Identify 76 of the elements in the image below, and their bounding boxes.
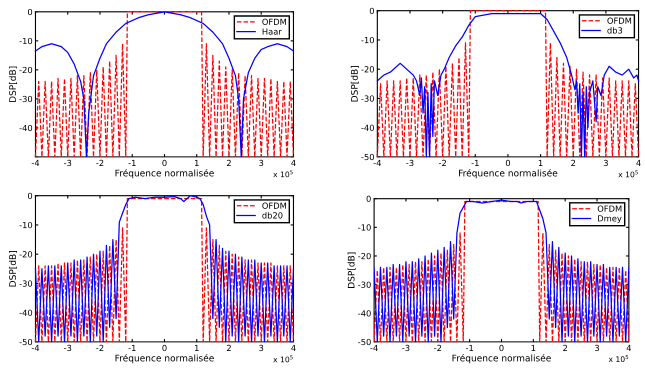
legend-label: OFDM xyxy=(598,206,622,212)
x-tick-label: 0 xyxy=(162,344,167,352)
x-tick-label: -2 xyxy=(96,160,104,166)
legend-label: db20 xyxy=(262,212,282,219)
legend-label: Dmey xyxy=(598,215,622,224)
x-tick-label: 3 xyxy=(259,160,264,166)
y-axis-title: DSP[dB] xyxy=(8,251,18,286)
x-tick-label: -1 xyxy=(128,160,136,166)
x-tick-label: -4 xyxy=(32,160,40,166)
y-tick-label: 0 xyxy=(28,192,32,200)
y-tick-label: -10 xyxy=(19,38,32,44)
legend-label: OFDM xyxy=(607,18,632,24)
x-axis-title: Fréquence normalisée xyxy=(452,354,551,364)
y-tick-label: -50 xyxy=(358,338,371,346)
y-tick-label: 0 xyxy=(366,196,371,202)
y-tick-label: -30 xyxy=(361,95,374,102)
x-tick-label: -2 xyxy=(434,344,442,351)
y-axis-title: DSP[dB] xyxy=(8,66,18,102)
x-tick-label: -3 xyxy=(64,344,72,352)
x-tick-label: 2 xyxy=(226,160,231,166)
x-tick-label: -2 xyxy=(438,160,446,166)
x-tick-label: 0 xyxy=(506,160,510,166)
x-tick-label: -3 xyxy=(402,344,410,352)
y-tick-label: -50 xyxy=(361,154,374,160)
y-tick-label: -10 xyxy=(361,36,374,44)
x-tick-label: 4 xyxy=(636,160,641,166)
x-tick-label: -2 xyxy=(96,344,104,351)
x-tick-label: -4 xyxy=(32,344,40,351)
x-tick-label: 1 xyxy=(194,344,199,351)
x-tick-label: 3 xyxy=(259,344,264,352)
x-tick-label: 2 xyxy=(571,160,576,166)
y-tick-label: -40 xyxy=(361,124,374,131)
y-tick-label: -40 xyxy=(19,310,32,316)
x-tick-label: 1 xyxy=(194,160,199,166)
x-tick-label: 3 xyxy=(604,160,608,166)
x-tick-label: 4 xyxy=(291,344,296,351)
x-axis-title: Fréquence normalisée xyxy=(116,354,214,364)
x-axis-title: Fréquence normalisée xyxy=(116,169,214,178)
y-axis-title: DSP[dB] xyxy=(350,66,359,102)
x-tick-label: -1 xyxy=(466,344,474,351)
x-tick-label: 4 xyxy=(291,160,296,166)
x-tick-label: -1 xyxy=(128,344,136,351)
y-tick-label: -20 xyxy=(19,66,32,74)
x-axis-title: Fréquence normalisée xyxy=(458,169,558,178)
x-tick-label: 0 xyxy=(499,344,504,352)
x-tick-label: 3 xyxy=(595,344,600,352)
y-tick-label: -10 xyxy=(358,224,371,231)
y-tick-label: -40 xyxy=(19,124,32,132)
x-tick-label: 1 xyxy=(538,160,542,166)
legend-label: Haar xyxy=(262,28,282,35)
y-tick-label: -20 xyxy=(361,66,374,72)
y-tick-label: -30 xyxy=(19,280,32,287)
x-tick-label: 0 xyxy=(162,160,167,166)
line-series xyxy=(34,11,294,158)
y-tick-label: -40 xyxy=(358,310,371,317)
y-tick-label: 0 xyxy=(370,8,374,14)
y-tick-label: -30 xyxy=(19,96,32,102)
x-tick-label: 1 xyxy=(532,344,536,351)
x-tick-label: -3 xyxy=(406,160,414,166)
x-tick-label: -4 xyxy=(374,160,382,166)
x-tick-label: 2 xyxy=(226,344,231,351)
y-tick-label: -20 xyxy=(358,252,371,260)
x-tick-label: 2 xyxy=(563,344,567,351)
y-tick-label: -20 xyxy=(19,251,32,258)
legend-label: db3 xyxy=(607,27,622,34)
x-tick-label: -3 xyxy=(64,160,72,166)
y-tick-label: -10 xyxy=(19,222,32,228)
legend-label: OFDM xyxy=(262,18,286,25)
y-tick-label: -30 xyxy=(358,282,371,288)
x-tick-label: -1 xyxy=(472,160,479,166)
x-tick-label: 4 xyxy=(626,344,632,351)
y-axis-title: DSP[dB] xyxy=(348,252,356,288)
legend-label: OFDM xyxy=(262,202,286,209)
y-tick-label: -50 xyxy=(19,338,32,346)
x-tick-label: -4 xyxy=(370,344,378,351)
y-tick-label: 0 xyxy=(28,8,32,16)
